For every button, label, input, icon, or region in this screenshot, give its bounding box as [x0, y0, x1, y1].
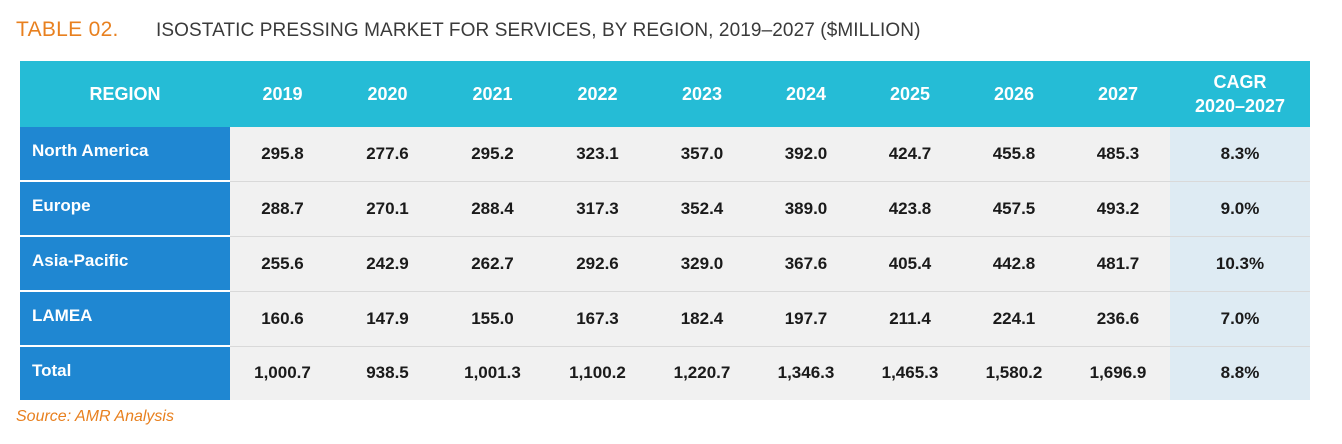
value-cell: 197.7 [754, 291, 858, 347]
value-cell: 423.8 [858, 181, 962, 237]
value-cell: 277.6 [335, 127, 440, 182]
value-cell: 323.1 [545, 127, 650, 182]
value-cell: 405.4 [858, 236, 962, 292]
value-cell: 457.5 [962, 181, 1066, 237]
table-caption: TABLE 02. ISOSTATIC PRESSING MARKET FOR … [16, 18, 921, 48]
value-cell: 367.6 [754, 236, 858, 292]
region-name-cell: Europe [20, 181, 230, 237]
value-cell: 224.1 [962, 291, 1066, 347]
value-cell: 1,220.7 [650, 346, 754, 400]
value-cell: 292.6 [545, 236, 650, 292]
table-number-label: TABLE 02. [16, 18, 119, 41]
cagr-cell: 8.3% [1170, 127, 1310, 182]
cagr-cell: 10.3% [1170, 236, 1310, 292]
value-cell: 288.4 [440, 181, 545, 237]
column-header-year: 2020 [335, 61, 440, 127]
value-cell: 242.9 [335, 236, 440, 292]
column-header-year: 2021 [440, 61, 545, 127]
column-header-year: 2023 [650, 61, 754, 127]
table-row: Total 1,000.7 938.5 1,001.3 1,100.2 1,220.7 1,… [20, 346, 1310, 400]
value-cell: 455.8 [962, 127, 1066, 182]
cagr-header-line1: CAGR [1213, 72, 1267, 92]
table-row: North America 295.8 277.6 295.2 323.1 357.0 39… [20, 127, 1310, 182]
value-cell: 1,580.2 [962, 346, 1066, 400]
column-header-region: REGION [20, 61, 230, 127]
source-note: Source: AMR Analysis [16, 408, 174, 425]
table-row: Europe 288.7 270.1 288.4 317.3 352.4 389.0 423.… [20, 181, 1310, 237]
column-header-year: 2025 [858, 61, 962, 127]
table-header-row: REGION 2019 2020 2021 2022 2023 2024 202… [20, 61, 1310, 127]
market-table: REGION 2019 2020 2021 2022 2023 2024 202… [20, 61, 1310, 400]
region-name-cell: Total [20, 346, 230, 400]
value-cell: 288.7 [230, 181, 335, 237]
value-cell: 236.6 [1066, 291, 1170, 347]
value-cell: 442.8 [962, 236, 1066, 292]
value-cell: 160.6 [230, 291, 335, 347]
column-header-year: 2024 [754, 61, 858, 127]
column-header-cagr: CAGR 2020–2027 [1170, 61, 1310, 127]
value-cell: 329.0 [650, 236, 754, 292]
value-cell: 317.3 [545, 181, 650, 237]
cagr-cell: 8.8% [1170, 346, 1310, 400]
value-cell: 182.4 [650, 291, 754, 347]
value-cell: 155.0 [440, 291, 545, 347]
column-header-year: 2026 [962, 61, 1066, 127]
value-cell: 424.7 [858, 127, 962, 182]
value-cell: 481.7 [1066, 236, 1170, 292]
value-cell: 485.3 [1066, 127, 1170, 182]
region-name-cell: LAMEA [20, 291, 230, 347]
table-title: ISOSTATIC PRESSING MARKET FOR SERVICES, … [156, 20, 921, 41]
value-cell: 1,100.2 [545, 346, 650, 400]
column-header-year: 2022 [545, 61, 650, 127]
value-cell: 392.0 [754, 127, 858, 182]
region-name-cell: Asia-Pacific [20, 236, 230, 292]
value-cell: 1,000.7 [230, 346, 335, 400]
value-cell: 295.2 [440, 127, 545, 182]
table-row: LAMEA 160.6 147.9 155.0 167.3 182.4 197.7 211.4… [20, 291, 1310, 347]
column-header-year: 2027 [1066, 61, 1170, 127]
value-cell: 211.4 [858, 291, 962, 347]
value-cell: 1,696.9 [1066, 346, 1170, 400]
cagr-cell: 7.0% [1170, 291, 1310, 347]
cagr-cell: 9.0% [1170, 181, 1310, 237]
value-cell: 493.2 [1066, 181, 1170, 237]
value-cell: 167.3 [545, 291, 650, 347]
value-cell: 1,001.3 [440, 346, 545, 400]
value-cell: 938.5 [335, 346, 440, 400]
value-cell: 1,465.3 [858, 346, 962, 400]
value-cell: 352.4 [650, 181, 754, 237]
column-header-year: 2019 [230, 61, 335, 127]
table-row: Asia-Pacific 255.6 242.9 262.7 292.6 329.0 367… [20, 236, 1310, 292]
value-cell: 357.0 [650, 127, 754, 182]
value-cell: 295.8 [230, 127, 335, 182]
cagr-header-line2: 2020–2027 [1194, 96, 1286, 116]
value-cell: 147.9 [335, 291, 440, 347]
region-name-cell: North America [20, 127, 230, 182]
value-cell: 389.0 [754, 181, 858, 237]
value-cell: 1,346.3 [754, 346, 858, 400]
table-body: North America 295.8 277.6 295.2 323.1 357.0 39… [20, 127, 1310, 400]
value-cell: 270.1 [335, 181, 440, 237]
value-cell: 262.7 [440, 236, 545, 292]
value-cell: 255.6 [230, 236, 335, 292]
